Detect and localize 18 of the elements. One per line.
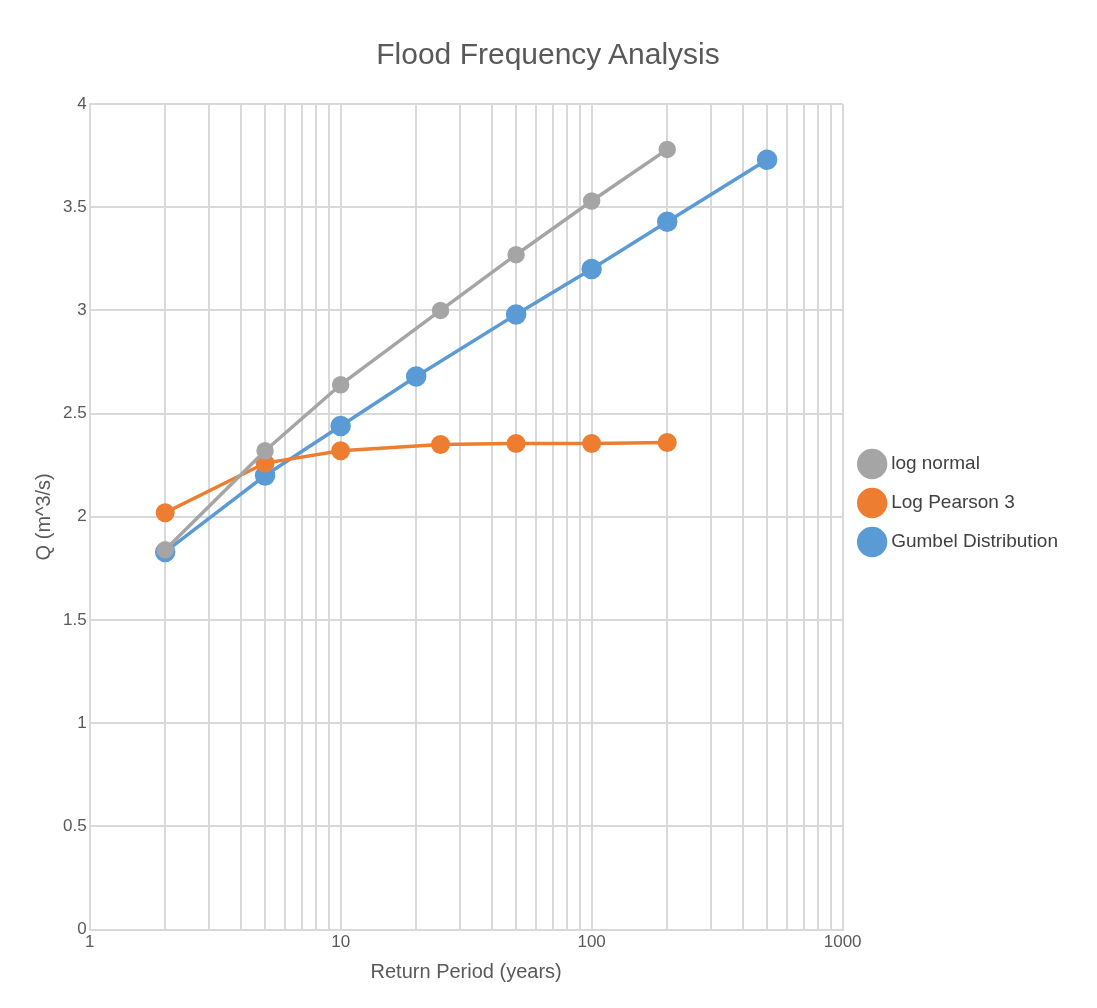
chart-title: Flood Frequency Analysis [376,37,720,71]
y-tick-label: 2 [77,506,87,526]
y-tick-label: 3 [77,300,87,320]
legend-label: Gumbel Distribution [891,530,1058,552]
y-tick-label: 1 [77,712,87,732]
x-axis-title: Return Period (years) [370,959,562,982]
x-tick-label: 10 [331,932,351,952]
legend-label: Log Pearson 3 [891,491,1015,513]
y-tick-label: 0.5 [62,816,87,836]
y-tick-label: 1.5 [62,609,87,629]
y-tick-label: 4 [77,93,87,113]
y-tick-label: 0 [77,919,87,939]
x-tick-label: 1000 [823,932,862,952]
y-axis-title: Q (m^3/s) [31,473,54,561]
y-tick-label: 2.5 [62,403,87,423]
x-tick-label: 100 [577,932,606,952]
y-tick-label: 3.5 [62,196,87,216]
legend-label: log normal [891,452,980,474]
